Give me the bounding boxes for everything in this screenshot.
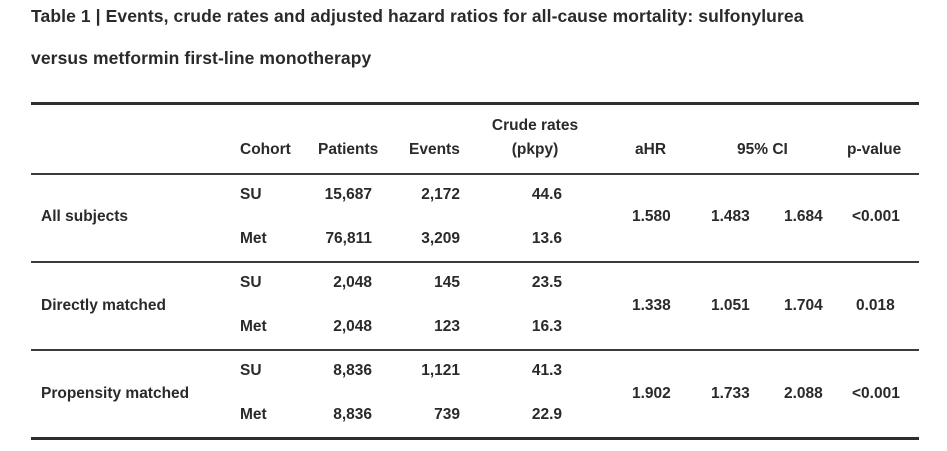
pvalue-cell: <0.001 <box>852 385 900 402</box>
group-rule <box>31 261 919 263</box>
group-rule <box>31 349 919 351</box>
header-rule <box>31 173 919 175</box>
events-cell: 145 <box>434 274 460 291</box>
events-cell: 2,172 <box>421 186 460 203</box>
ci-low-cell: 1.051 <box>711 297 750 314</box>
patients-cell: 2,048 <box>333 318 372 335</box>
patients-cell: 76,811 <box>325 230 372 247</box>
bottom-rule <box>31 437 919 440</box>
header-crude-rates-unit: (pkpy) <box>511 141 559 158</box>
patients-cell: 8,836 <box>333 406 372 423</box>
crude-rate-cell: 16.3 <box>531 318 562 335</box>
pvalue-cell: 0.018 <box>856 297 895 314</box>
header-crude-rates: Crude rates <box>491 117 579 134</box>
pvalue-cell: <0.001 <box>852 208 900 225</box>
crude-rate-cell: 44.6 <box>531 186 562 203</box>
group-label: All subjects <box>41 208 128 225</box>
ci-low-cell: 1.733 <box>711 385 750 402</box>
patients-cell: 8,836 <box>333 362 372 379</box>
patients-cell: 2,048 <box>333 274 372 291</box>
table-title-line-1: Table 1 | Events, crude rates and adjust… <box>31 6 804 26</box>
header-ahr: aHR <box>635 141 667 158</box>
cohort-cell: SU <box>240 186 262 203</box>
cohort-cell: Met <box>240 230 267 247</box>
events-cell: 123 <box>434 318 460 335</box>
events-cell: 739 <box>434 406 460 423</box>
patients-cell: 15,687 <box>324 186 372 203</box>
crude-rate-cell: 23.5 <box>531 274 562 291</box>
ci-high-cell: 2.088 <box>784 385 823 402</box>
ci-high-cell: 1.684 <box>784 208 823 225</box>
cohort-cell: SU <box>240 274 262 291</box>
group-label: Directly matched <box>41 297 166 314</box>
crude-rate-cell: 13.6 <box>531 230 562 247</box>
ci-low-cell: 1.483 <box>711 208 750 225</box>
header-cohort: Cohort <box>240 141 291 158</box>
cohort-cell: Met <box>240 318 267 335</box>
crude-rate-cell: 22.9 <box>531 406 562 423</box>
events-cell: 3,209 <box>421 230 460 247</box>
header-pvalue: p-value <box>847 141 902 158</box>
header-ci: 95% CI <box>737 141 788 158</box>
table-title-line-2: versus metformin first-line monotherapy <box>31 48 372 68</box>
events-cell: 1,121 <box>421 362 460 379</box>
ahr-cell: 1.902 <box>632 385 671 402</box>
crude-rate-cell: 41.3 <box>531 362 562 379</box>
header-patients: Patients <box>318 141 379 158</box>
header-events: Events <box>409 141 460 158</box>
group-label: Propensity matched <box>41 385 190 402</box>
top-rule <box>31 102 919 105</box>
ci-high-cell: 1.704 <box>784 297 823 314</box>
cohort-cell: SU <box>240 362 262 379</box>
ahr-cell: 1.580 <box>632 208 671 225</box>
ahr-cell: 1.338 <box>632 297 671 314</box>
cohort-cell: Met <box>240 406 267 423</box>
